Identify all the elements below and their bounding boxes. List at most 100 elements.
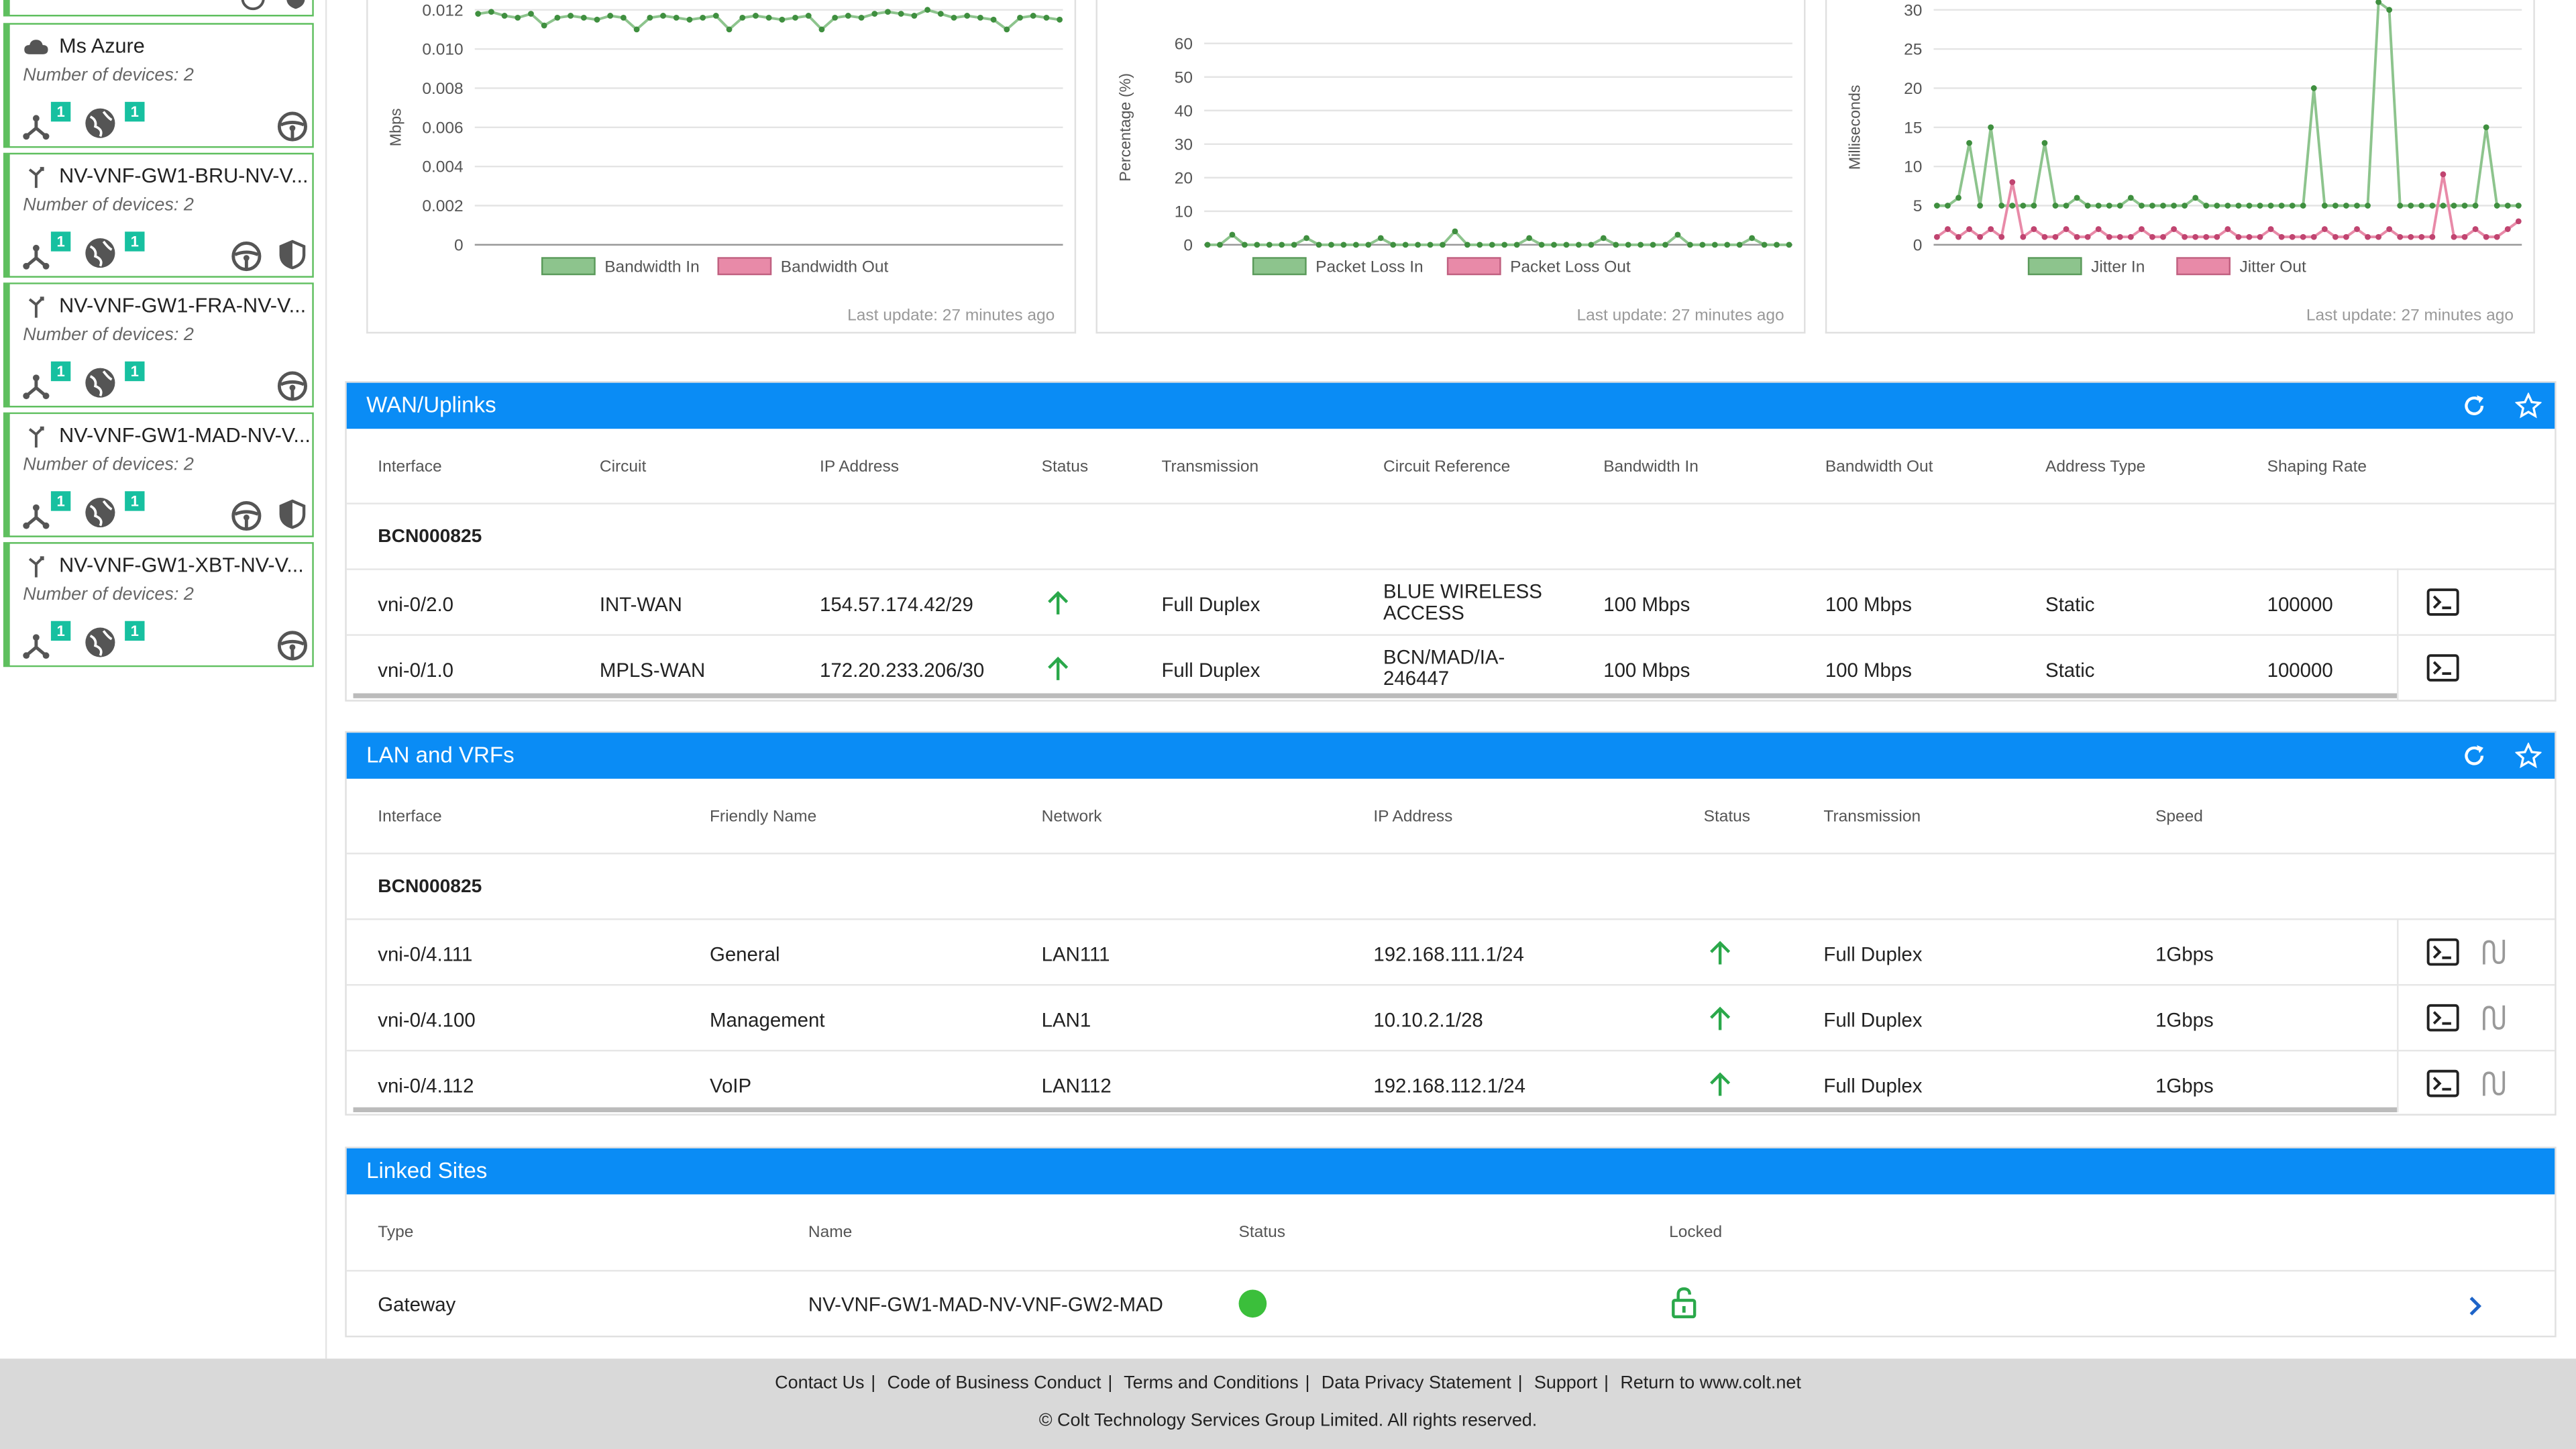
- horizontal-scrollbar[interactable]: [353, 693, 2398, 698]
- terminal-icon[interactable]: [2426, 1004, 2459, 1032]
- footer-link-support[interactable]: Support: [1534, 1373, 1598, 1393]
- divider: [346, 502, 2555, 504]
- data-point: [2310, 233, 2317, 240]
- topology-icon[interactable]: [19, 629, 52, 662]
- data-point: [488, 9, 494, 15]
- panel-title: Linked Sites: [366, 1158, 488, 1183]
- divider: [346, 1049, 2555, 1052]
- data-point: [2472, 203, 2479, 209]
- data-point: [2041, 233, 2048, 240]
- data-point: [1538, 241, 1545, 248]
- refresh-icon[interactable]: [2461, 392, 2487, 419]
- data-point: [885, 9, 891, 15]
- data-point: [2149, 203, 2155, 209]
- data-point: [2278, 233, 2285, 240]
- cell-interface: vni-0/4.111: [378, 943, 473, 967]
- footer-link-privacy[interactable]: Data Privacy Statement: [1321, 1373, 1511, 1393]
- data-point: [2116, 203, 2123, 209]
- data-point: [2429, 233, 2436, 240]
- cell-circuit-reference: BCN/MAD/IA- 246447: [1383, 647, 1505, 690]
- traceroute-icon[interactable]: [2481, 1069, 2507, 1097]
- data-point: [805, 13, 812, 19]
- site-card-device-count: Number of devices: 2: [23, 584, 194, 605]
- data-point: [2171, 203, 2177, 209]
- cell-speed: 1Gbps: [2155, 1074, 2214, 1097]
- globe-icon[interactable]: [84, 237, 117, 270]
- footer-link-contact-us[interactable]: Contact Us: [775, 1373, 865, 1393]
- data-point: [1662, 241, 1668, 248]
- site-card-device-count: Number of devices: 2: [23, 455, 194, 475]
- site-card-ms-azure[interactable]: Ms Azure Number of devices: 2 1 1: [3, 23, 314, 148]
- site-card-partial[interactable]: [3, 0, 314, 17]
- terminal-icon[interactable]: [2426, 938, 2459, 966]
- topology-badge: 1: [50, 101, 71, 122]
- site-card-title: NV-VNF-GW1-BRU-NV-V...: [59, 164, 309, 188]
- cell-address-type: Static: [2045, 659, 2095, 682]
- row-actions: [2397, 568, 2559, 635]
- data-point: [1316, 241, 1322, 248]
- data-point: [2182, 233, 2188, 240]
- steering-wheel-icon[interactable]: [230, 240, 263, 273]
- site-card-gw1-mad[interactable]: NV-VNF-GW1-MAD-NV-V... Number of devices…: [3, 412, 314, 537]
- data-point: [937, 11, 944, 17]
- traceroute-icon[interactable]: [2481, 938, 2507, 966]
- footer-separator: |: [1108, 1373, 1113, 1393]
- cell-ip-address: 154.57.174.42/29: [820, 593, 973, 616]
- y-tick-label: 0.012: [422, 1, 463, 19]
- data-point: [528, 11, 534, 17]
- y-axis-label: Percentage (%): [1116, 73, 1134, 182]
- topology-icon[interactable]: [19, 370, 52, 402]
- data-point: [2483, 124, 2489, 131]
- data-point: [2461, 203, 2468, 209]
- traceroute-icon[interactable]: [2481, 1004, 2507, 1032]
- steering-wheel-icon[interactable]: [276, 110, 309, 143]
- site-card-gw1-bru[interactable]: NV-VNF-GW1-BRU-NV-V... Number of devices…: [3, 152, 314, 278]
- column-header-circuit: Circuit: [599, 458, 647, 477]
- data-point: [515, 14, 521, 21]
- data-point: [2515, 203, 2522, 209]
- status-up-arrow-icon: [1710, 1072, 1731, 1096]
- globe-icon[interactable]: [84, 107, 117, 140]
- horizontal-scrollbar[interactable]: [353, 1107, 2398, 1112]
- terminal-icon[interactable]: [2426, 1069, 2459, 1097]
- globe-icon[interactable]: [84, 626, 117, 659]
- column-header-status: Status: [1703, 808, 1751, 826]
- data-point: [2224, 203, 2231, 209]
- divider: [346, 1270, 2555, 1272]
- topology-icon[interactable]: [19, 110, 52, 143]
- refresh-icon[interactable]: [2461, 743, 2487, 769]
- circuit-ref-line2: ACCESS: [1383, 601, 1464, 625]
- data-point: [1613, 241, 1619, 248]
- shield-icon[interactable]: [276, 498, 309, 531]
- lan-panel-header: LAN and VRFs: [346, 733, 2555, 779]
- site-card-gw1-xbt[interactable]: NV-VNF-GW1-XBT-NV-V... Number of devices…: [3, 542, 314, 667]
- footer-link-colt-net[interactable]: Return to www.colt.net: [1620, 1373, 1801, 1393]
- data-point: [1204, 241, 1211, 248]
- terminal-icon[interactable]: [2426, 588, 2459, 616]
- topology-icon[interactable]: [19, 240, 52, 273]
- data-point: [2332, 233, 2339, 240]
- topology-icon[interactable]: [19, 499, 52, 532]
- steering-wheel-icon[interactable]: [276, 370, 309, 402]
- star-icon[interactable]: [2515, 392, 2542, 419]
- terminal-icon[interactable]: [2426, 654, 2459, 682]
- shield-icon[interactable]: [276, 238, 309, 271]
- data-point: [1674, 231, 1681, 238]
- data-point: [1526, 235, 1533, 241]
- chevron-right-icon[interactable]: [2467, 1295, 2483, 1318]
- footer-link-code-of-conduct[interactable]: Code of Business Conduct: [887, 1373, 1102, 1393]
- site-card-gw1-fra[interactable]: NV-VNF-GW1-FRA-NV-V... Number of devices…: [3, 282, 314, 408]
- legend-label: Bandwidth In: [604, 258, 699, 276]
- cell-interface: vni-0/4.112: [378, 1074, 474, 1097]
- column-header-speed: Speed: [2155, 808, 2203, 826]
- globe-icon[interactable]: [84, 496, 117, 529]
- footer-link-terms[interactable]: Terms and Conditions: [1124, 1373, 1299, 1393]
- steering-wheel-icon[interactable]: [230, 499, 263, 532]
- data-point: [2084, 203, 2091, 209]
- star-icon[interactable]: [2515, 742, 2542, 769]
- globe-icon[interactable]: [84, 366, 117, 399]
- y-tick-label: 20: [1904, 80, 1922, 98]
- steering-wheel-icon[interactable]: [276, 629, 309, 662]
- globe-badge: 1: [125, 361, 145, 382]
- cell-transmission: Full Duplex: [1161, 659, 1260, 682]
